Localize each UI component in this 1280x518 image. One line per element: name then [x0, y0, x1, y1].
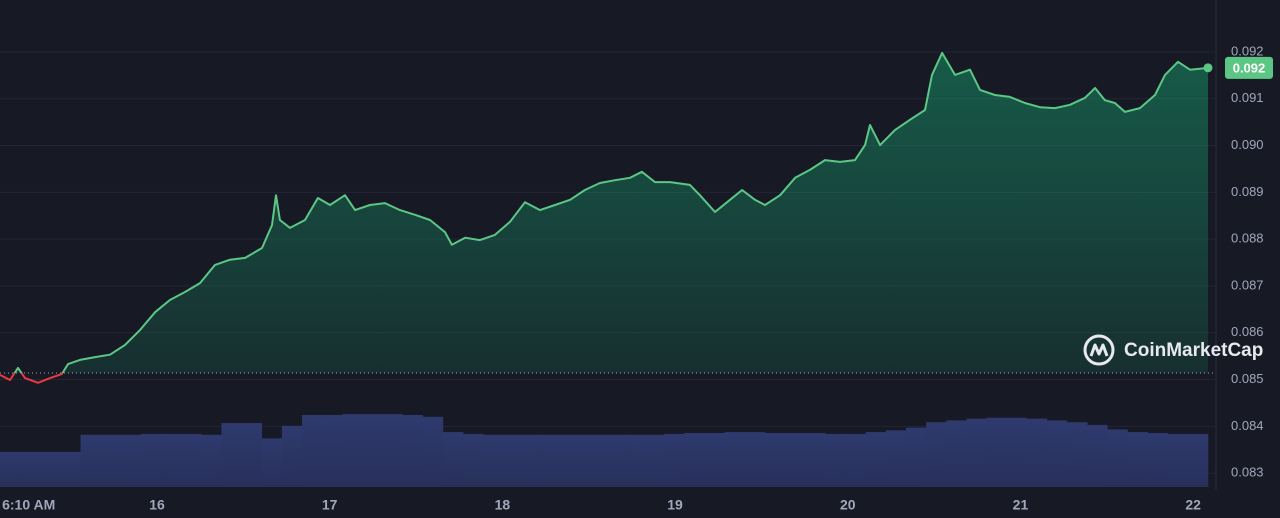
last-point: [1203, 63, 1213, 73]
y-tick-label: 0.086: [1231, 324, 1264, 339]
volume-bar: [483, 434, 504, 487]
x-tick-label: 20: [840, 497, 856, 513]
watermark: CoinMarketCap: [1083, 334, 1263, 366]
volume-bar: [100, 434, 122, 487]
volume-bar: [946, 420, 967, 487]
volume-bar: [1026, 418, 1048, 487]
x-tick-label: 6:10 AM: [2, 497, 55, 513]
y-tick-label: 0.087: [1231, 277, 1264, 292]
volume-bar: [583, 434, 605, 487]
volume-bar: [724, 432, 746, 487]
axes: 0.083 0.084 0.085 0.086 0.087 0.088 0.089 0.090…: [2, 43, 1273, 513]
volume-bar: [261, 438, 283, 487]
volume-bar: [181, 433, 202, 487]
volume-bar: [664, 433, 685, 487]
y-tick-label: 0.088: [1231, 231, 1264, 246]
volume-bar: [704, 433, 726, 487]
volume-bar: [40, 451, 61, 487]
volume-bar: [422, 416, 444, 487]
volume-bar: [503, 434, 524, 487]
volume-bar: [60, 451, 81, 487]
volume-bars: [0, 414, 1209, 487]
volume-bar: [744, 432, 766, 487]
x-tick-label: 19: [667, 497, 683, 513]
volume-bar: [785, 433, 806, 487]
volume-bar: [543, 434, 565, 487]
plot: [0, 51, 1216, 384]
volume-bar: [302, 415, 323, 487]
volume-bar: [1006, 417, 1028, 487]
x-tick-label: 18: [495, 497, 511, 513]
volume-bar: [0, 451, 21, 487]
y-tick-label: 0.084: [1231, 418, 1264, 433]
volume-bar: [382, 414, 403, 487]
volume-bar: [885, 430, 907, 487]
x-tick-label: 21: [1013, 497, 1029, 513]
volume-bar: [201, 434, 222, 487]
volume-bar: [926, 422, 947, 487]
volume-bar: [986, 417, 1007, 487]
volume-bar: [1167, 433, 1189, 487]
volume-bar: [1147, 433, 1169, 487]
volume-bar: [120, 434, 142, 487]
y-tick-label: 0.090: [1231, 137, 1264, 152]
price-tag: [1225, 56, 1273, 79]
volume-bar: [1087, 424, 1108, 487]
volume-bar: [644, 434, 665, 487]
volume-bar: [241, 423, 263, 487]
volume-bar: [161, 433, 182, 487]
volume-bar: [906, 427, 927, 487]
y-tick-label: 0.092: [1231, 43, 1264, 58]
volume-bar: [362, 414, 383, 487]
volume-bar: [1067, 422, 1088, 487]
volume-bar: [80, 434, 101, 487]
y-tick-label: 0.089: [1231, 184, 1264, 199]
x-tick-label: 22: [1185, 497, 1201, 513]
volume-bar: [20, 451, 41, 487]
volume-bar: [624, 434, 645, 487]
volume-bar: [463, 433, 484, 487]
volume-bar: [563, 434, 585, 487]
volume-bar: [845, 433, 867, 487]
price-tag-label: 0.092: [1233, 60, 1266, 75]
area: [14, 52, 1208, 373]
volume-bar: [765, 433, 786, 487]
volume-bar: [402, 415, 424, 487]
volume-bar: [1127, 432, 1148, 487]
volume-bar: [140, 433, 162, 487]
volume-bar: [825, 433, 846, 487]
volume-bar: [966, 418, 987, 487]
volume-bar: [1107, 429, 1128, 487]
volume-bar: [865, 432, 887, 487]
price-line: [0, 51, 1209, 384]
volume-bar: [523, 434, 544, 487]
y-tick-label: 0.091: [1231, 90, 1264, 105]
volume-bar: [221, 423, 242, 487]
volume-bar: [1187, 433, 1209, 487]
volume-bar: [805, 433, 826, 487]
y-tick-label: 0.083: [1231, 465, 1264, 480]
watermark-text: CoinMarketCap: [1124, 340, 1263, 361]
volume-bar: [442, 432, 464, 487]
volume-bar: [342, 414, 363, 487]
volume-bar: [604, 434, 625, 487]
volume-bar: [684, 433, 705, 487]
volume-bar: [1046, 420, 1068, 487]
y-tick-label: 0.085: [1231, 371, 1264, 386]
volume-bar: [281, 425, 303, 487]
volume-bar: [322, 415, 343, 487]
x-tick-label: 16: [149, 497, 165, 513]
x-tick-label: 17: [322, 497, 338, 513]
